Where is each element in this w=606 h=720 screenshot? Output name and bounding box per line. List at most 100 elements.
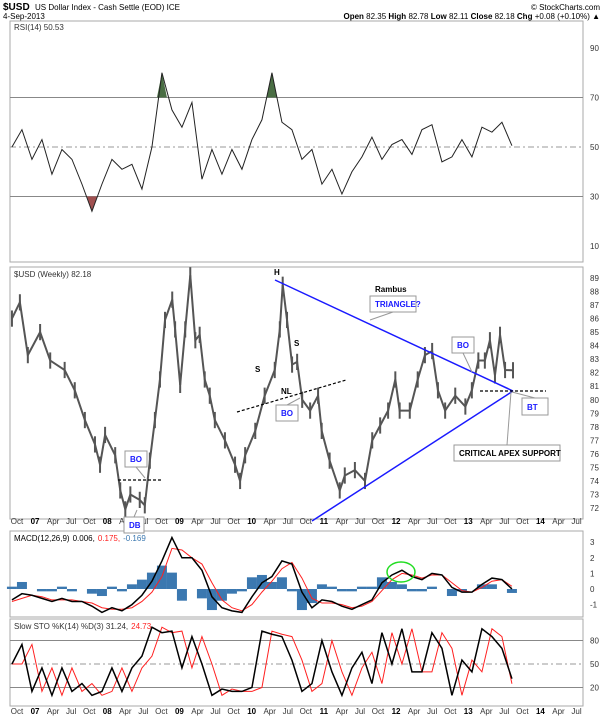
x-tick-label: Oct (444, 517, 457, 526)
breakout-label-pointer (135, 466, 146, 479)
x-tick-label: Apr (47, 707, 60, 716)
x-tick-label: Jul (66, 707, 76, 716)
macd-histogram-bar (296, 589, 307, 611)
x-tick-label: 10 (247, 707, 256, 716)
sto-legend-d: 24.73 (131, 622, 152, 631)
x-tick-label: Jul (427, 517, 437, 526)
macd-histogram-bar (286, 589, 297, 592)
breakout-label: BO (130, 455, 142, 464)
macd-histogram-bar (6, 586, 17, 589)
macd-histogram-bar (266, 581, 277, 589)
close-value: 82.18 (495, 12, 516, 21)
x-tick-label: Apr (408, 517, 421, 526)
y-tick-label: 85 (590, 328, 599, 337)
x-tick-label: Oct (155, 517, 168, 526)
x-tick-label: Apr (480, 707, 493, 716)
chg-label: Chg (517, 12, 533, 21)
y-tick-label: 70 (590, 94, 599, 103)
x-tick-label: Oct (227, 707, 240, 716)
left-shoulder-label: S (255, 365, 261, 374)
panel-frame (9, 530, 584, 618)
macd-histogram-bar (486, 584, 497, 589)
x-tick-label: Jul (210, 517, 220, 526)
macd-histogram-bar (106, 586, 117, 589)
critical-apex-support-label-pointer (506, 391, 512, 446)
macd-title: MACD(12,26,9) 0.006, 0.175, -0.169 (14, 534, 146, 543)
close-label: Close (471, 12, 493, 21)
x-tick-label: 09 (175, 517, 184, 526)
x-tick-label: 11 (320, 517, 329, 526)
rsi-line (11, 72, 513, 213)
x-tick-label: 07 (31, 517, 40, 526)
x-tick-label: Oct (83, 517, 96, 526)
macd-histogram-bar (16, 581, 27, 589)
y-tick-label: 1 (590, 569, 595, 578)
macd-legend-value: 0.006, (73, 534, 95, 543)
panel-frame (9, 266, 584, 520)
y-tick-label: 75 (590, 463, 599, 472)
macd-histogram-bar (206, 589, 217, 611)
open-label: Open (343, 12, 364, 21)
macd-histogram-bar (166, 572, 177, 589)
sto-title: Slow STO %K(14) %D(3) 31.24, 24.73 (14, 622, 152, 631)
y-tick-label: 77 (590, 436, 599, 445)
macd-histogram-bar (386, 581, 397, 589)
x-tick-label: Oct (372, 707, 385, 716)
chg-value: +0.08 (+0.10%) (535, 12, 590, 21)
x-tick-label: Jul (427, 707, 437, 716)
y-tick-label: 30 (590, 193, 599, 202)
critical-apex-support-label: CRITICAL APEX SUPPORT (459, 449, 561, 458)
macd-histogram-bar (416, 589, 427, 592)
macd-histogram-bar (356, 586, 367, 589)
x-tick-label: 10 (247, 517, 256, 526)
x-tick-label: 11 (320, 707, 329, 716)
x-tick-label: 13 (464, 517, 473, 526)
chart-date: 4-Sep-2013 (3, 12, 45, 21)
triangle-lower-trendline (311, 390, 514, 522)
x-tick-label: Jul (355, 707, 365, 716)
x-tick-label: Oct (516, 707, 529, 716)
x-tick-label: Jul (138, 707, 148, 716)
x-tick-label: Apr (47, 517, 60, 526)
x-tick-label: Oct (300, 707, 313, 716)
x-tick-label: 13 (464, 707, 473, 716)
macd-histogram-bar (226, 589, 237, 594)
x-tick-label: Jul (355, 517, 365, 526)
x-tick-label: 14 (536, 517, 545, 526)
y-tick-label: 79 (590, 409, 599, 418)
macd-histogram-bar (476, 584, 487, 589)
instrument-name: US Dollar Index - Cash Settle (EOD) ICE (35, 3, 180, 12)
x-tick-label: Jul (499, 707, 509, 716)
rsi-title: RSI(14) 50.53 (14, 23, 64, 32)
triangle-label-pointer (369, 311, 394, 321)
triangle-upper-trendline (274, 279, 514, 392)
y-tick-label: -1 (590, 601, 598, 610)
y-tick-label: 50 (590, 660, 599, 669)
sto-d-line (11, 626, 513, 697)
x-tick-label: Jul (499, 517, 509, 526)
sto-legend-k: Slow STO %K(14) %D(3) 31.24, (14, 622, 128, 631)
x-tick-label: 14 (536, 707, 545, 716)
x-tick-label: 08 (103, 707, 112, 716)
macd-histogram-bar (96, 589, 107, 597)
macd-histogram-bar (56, 586, 67, 589)
y-tick-label: 3 (590, 538, 595, 547)
y-tick-label: 20 (590, 683, 599, 692)
y-tick-label: 78 (590, 423, 599, 432)
rsi-oversold-fill (86, 196, 97, 212)
y-tick-label: 10 (590, 242, 599, 251)
x-tick-label: Jul (66, 517, 76, 526)
x-tick-label: Apr (336, 707, 349, 716)
double-bottom-label: DB (129, 521, 141, 530)
x-tick-label: Oct (11, 517, 24, 526)
neckline-label: NL (281, 387, 292, 396)
macd-histogram-bar (326, 586, 337, 589)
macd-line (11, 535, 513, 614)
x-tick-label: Apr (552, 517, 565, 526)
x-tick-label: Jul (571, 707, 581, 716)
x-tick-label: Jul (283, 707, 293, 716)
head-label: H (274, 268, 280, 277)
x-tick-label: 12 (392, 707, 401, 716)
macd-histogram-bar (46, 589, 57, 592)
macd-histogram-bar (276, 577, 287, 589)
